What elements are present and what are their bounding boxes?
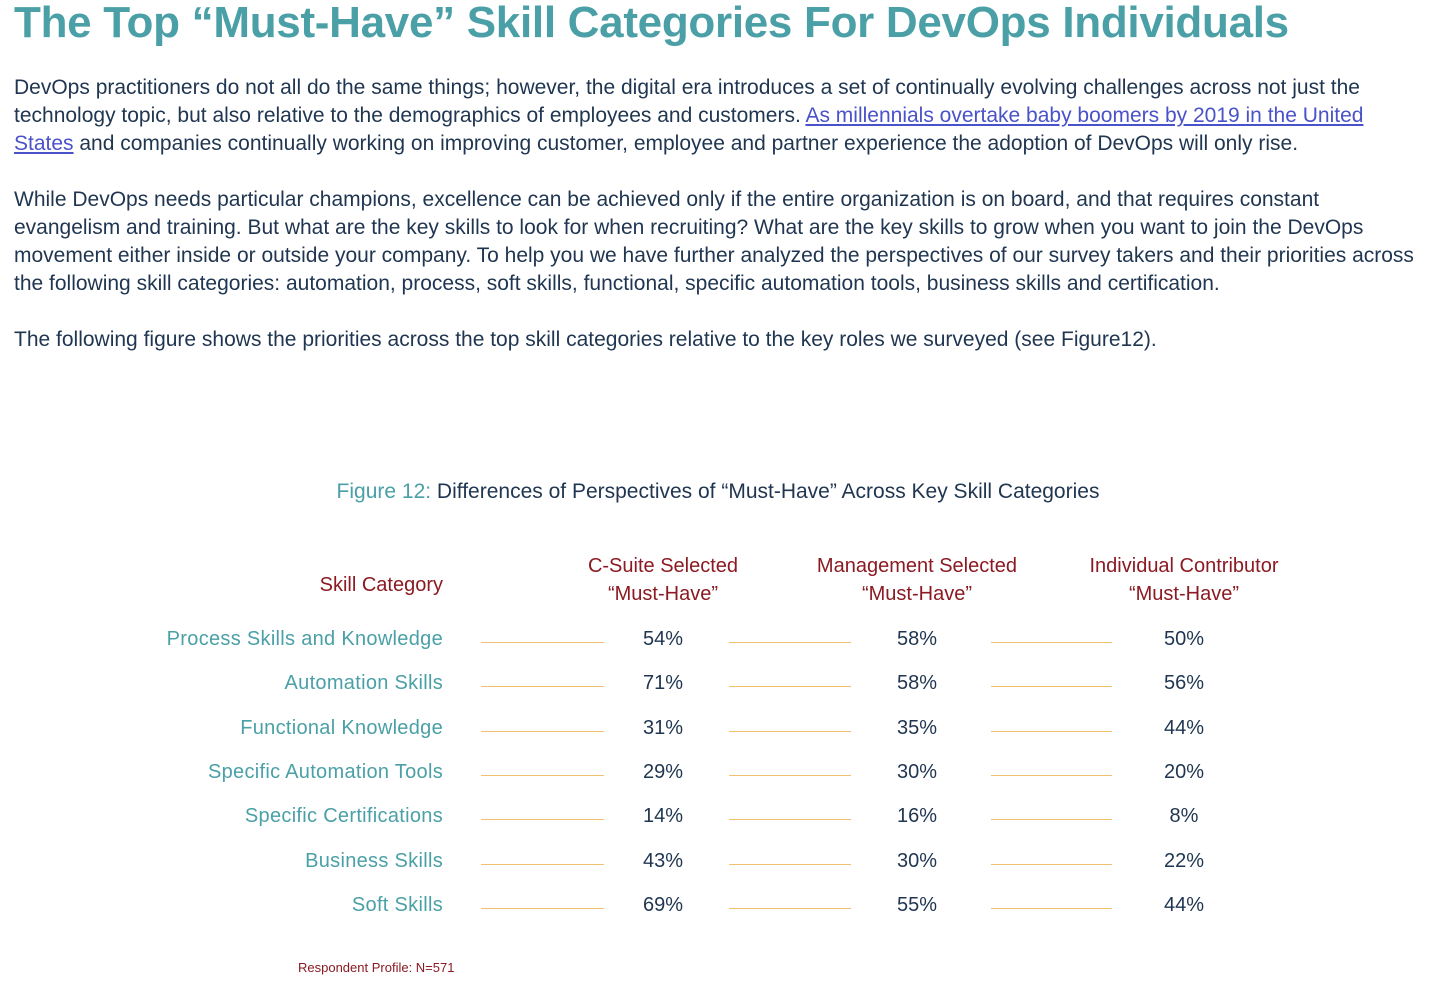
figure-number: Figure 12: bbox=[336, 480, 432, 503]
table-row: Business Skills 43% 30% 22% bbox=[0, 850, 1436, 880]
skill-category-header: Skill Category bbox=[319, 574, 443, 596]
percent-value: 31% bbox=[642, 716, 684, 739]
leader-line bbox=[729, 907, 851, 909]
leader-line bbox=[991, 774, 1112, 776]
leader-line bbox=[729, 730, 851, 732]
percent-value: 30% bbox=[896, 760, 938, 783]
percent-value: 16% bbox=[896, 805, 938, 828]
percent-value: 56% bbox=[1163, 672, 1205, 695]
column-header-c-suite-line1: C-Suite Selected bbox=[587, 555, 739, 577]
leader-line bbox=[481, 819, 604, 821]
table-row: Specific Automation Tools 29% 30% 20% bbox=[0, 761, 1436, 791]
skill-label: Automation Skills bbox=[284, 672, 443, 695]
leader-line bbox=[729, 863, 851, 865]
leader-line bbox=[481, 863, 604, 865]
percent-value: 44% bbox=[1163, 716, 1205, 739]
skill-label: Process Skills and Knowledge bbox=[166, 628, 443, 650]
percent-value: 14% bbox=[642, 805, 684, 828]
table-row: Process Skills and Knowledge 54% 58% 50% bbox=[0, 628, 1436, 658]
column-header-individual-contributor-line2: “Must-Have” bbox=[1128, 583, 1239, 605]
figure-caption-text: Differences of Perspectives of “Must-Hav… bbox=[431, 480, 1100, 503]
percent-value: 35% bbox=[896, 716, 938, 739]
respondent-profile-note: Respondent Profile: N=571 bbox=[298, 960, 455, 975]
leader-line bbox=[481, 907, 604, 909]
percent-value: 58% bbox=[896, 628, 938, 650]
skill-label: Specific Automation Tools bbox=[207, 760, 443, 783]
table-row: Specific Certifications 14% 16% 8% bbox=[0, 805, 1436, 835]
paragraph-1-text-b: and companies continually working on imp… bbox=[73, 132, 1299, 155]
leader-line bbox=[991, 642, 1112, 643]
leader-line bbox=[991, 730, 1112, 732]
percent-value: 22% bbox=[1163, 849, 1205, 872]
percent-value: 58% bbox=[896, 672, 938, 695]
figure-caption: Figure 12: Differences of Perspectives o… bbox=[0, 480, 1436, 504]
page-title: The Top “Must-Have” Skill Categories For… bbox=[14, 0, 1289, 47]
percent-value: 44% bbox=[1163, 893, 1205, 916]
column-header-individual-contributor-line1: Individual Contributor bbox=[1089, 555, 1279, 577]
table-row: Functional Knowledge 31% 35% 44% bbox=[0, 717, 1436, 747]
skill-label: Business Skills bbox=[305, 849, 443, 872]
skill-label: Functional Knowledge bbox=[240, 716, 443, 739]
percent-value: 20% bbox=[1163, 760, 1205, 783]
table-row: Automation Skills 71% 58% 56% bbox=[0, 672, 1436, 702]
leader-line bbox=[481, 686, 604, 688]
leader-line bbox=[481, 730, 604, 732]
percent-value: 30% bbox=[896, 849, 938, 872]
column-header-management-line2: “Must-Have” bbox=[861, 583, 972, 605]
column-header-c-suite: C-Suite Selected “Must-Have” bbox=[543, 552, 783, 608]
skill-label: Soft Skills bbox=[351, 893, 443, 916]
paragraph-1: DevOps practitioners do not all do the s… bbox=[14, 74, 1414, 158]
leader-line bbox=[729, 774, 851, 776]
table-row: Soft Skills 69% 55% 44% bbox=[0, 894, 1436, 924]
leader-line bbox=[729, 819, 851, 821]
percent-value: 55% bbox=[896, 893, 938, 916]
column-header-individual-contributor: Individual Contributor “Must-Have” bbox=[1054, 552, 1314, 608]
leader-line bbox=[481, 774, 604, 776]
percent-value: 43% bbox=[642, 849, 684, 872]
intro-text: DevOps practitioners do not all do the s… bbox=[14, 74, 1414, 382]
percent-value: 29% bbox=[642, 760, 684, 783]
column-header-management-line1: Management Selected bbox=[816, 555, 1018, 577]
percent-value: 50% bbox=[1163, 628, 1205, 650]
leader-line bbox=[991, 686, 1112, 688]
leader-line bbox=[729, 642, 851, 643]
column-header-management: Management Selected “Must-Have” bbox=[787, 552, 1047, 608]
paragraph-2: While DevOps needs particular champions,… bbox=[14, 188, 1414, 295]
percent-value: 71% bbox=[642, 672, 684, 695]
leader-line bbox=[991, 907, 1112, 909]
skill-label: Specific Certifications bbox=[244, 805, 443, 828]
percent-value: 8% bbox=[1169, 805, 1199, 828]
paragraph-1-text-a: DevOps practitioners do not all do the s… bbox=[14, 76, 1360, 127]
column-header-c-suite-line2: “Must-Have” bbox=[607, 583, 718, 605]
leader-line bbox=[991, 863, 1112, 865]
millennials-link[interactable]: As millennials overtake baby boomers by … bbox=[14, 104, 1364, 155]
leader-line bbox=[481, 642, 604, 643]
leader-line bbox=[729, 686, 851, 688]
percent-value: 69% bbox=[642, 893, 684, 916]
paragraph-3: The following figure shows the prioritie… bbox=[14, 328, 1157, 351]
leader-line bbox=[991, 819, 1112, 821]
percent-value: 54% bbox=[642, 628, 684, 650]
